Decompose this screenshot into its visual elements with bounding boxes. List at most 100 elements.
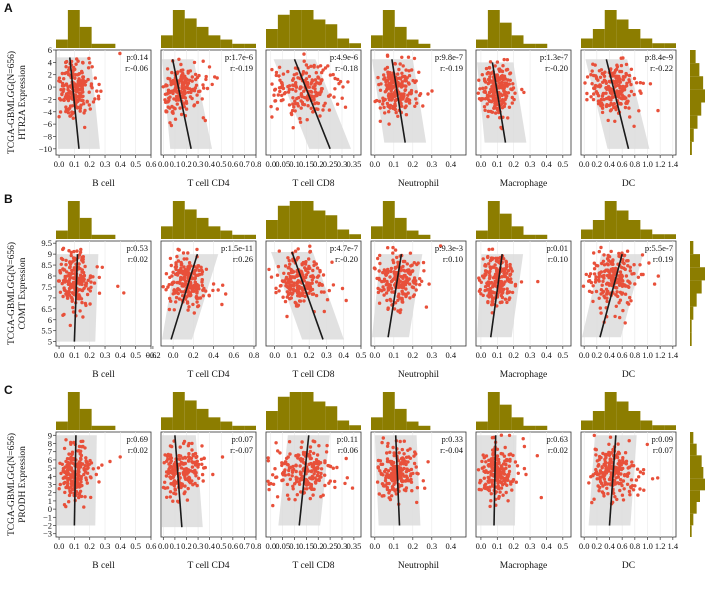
data-point (598, 469, 603, 473)
data-point (185, 272, 189, 277)
x-tick-label: 1.2 (655, 541, 666, 551)
data-point (303, 266, 307, 270)
data-point (290, 474, 294, 478)
y-marginal-histogram-bar (690, 102, 702, 116)
data-point (511, 453, 515, 458)
data-point (596, 102, 601, 106)
data-point (84, 478, 89, 482)
x-marginal-histogram-bar (616, 401, 629, 430)
data-point (172, 480, 176, 484)
x-tick-label: 0.1 (287, 350, 298, 360)
data-point (400, 71, 404, 76)
data-point (211, 472, 215, 477)
subplot-t-cell-cd4: p:1.7e-6r:-0.190.0 0.1 0.2 0.3 0.4 0.5 0.6 0.7 0… (158, 10, 261, 189)
data-point (313, 476, 317, 480)
data-point (91, 275, 95, 279)
data-point (622, 254, 626, 258)
x-tick-label: 0.4 (541, 541, 552, 551)
x-marginal-histogram-bar (244, 425, 256, 430)
x-tick-label: 0.6 (228, 350, 239, 360)
data-point (621, 479, 626, 483)
data-point (501, 470, 505, 474)
data-point (479, 280, 483, 284)
data-point (652, 282, 657, 286)
data-point (308, 244, 312, 248)
data-point (405, 76, 409, 80)
x-tick-label: 0.4 (445, 350, 456, 360)
r-value-label: r:0.10 (443, 254, 463, 264)
data-point (414, 97, 418, 101)
data-point (202, 456, 206, 461)
y-axis-label-gene: COMT Expression (18, 257, 28, 329)
data-point (404, 455, 409, 459)
data-point (321, 273, 326, 277)
data-point (632, 76, 637, 81)
data-point (504, 466, 508, 470)
x-axis-label: DC (622, 370, 635, 380)
data-point (397, 292, 401, 296)
data-point (97, 97, 101, 101)
x-marginal-histogram-bar (289, 201, 302, 239)
data-point (80, 83, 85, 88)
data-point (403, 259, 407, 264)
data-point (410, 68, 414, 72)
y-axis-label-dataset: TCGA-GBMLGG(N=656) (6, 242, 17, 345)
data-point (377, 99, 382, 104)
data-point (64, 65, 68, 69)
p-value-label: p:1.3e-7 (540, 52, 568, 62)
data-point (491, 96, 495, 101)
data-point (488, 274, 492, 278)
data-point (182, 467, 186, 471)
data-point (63, 276, 67, 280)
x-marginal-histogram-bar (232, 425, 245, 430)
data-point (486, 280, 491, 284)
data-point (632, 92, 636, 97)
data-point (83, 125, 87, 130)
data-point (170, 274, 174, 278)
data-point (187, 476, 192, 481)
x-marginal-histogram-bar (487, 10, 500, 48)
y-tick-label: −3 (43, 529, 52, 539)
y-marginal-histogram-bar (690, 319, 692, 333)
data-point (308, 250, 312, 254)
data-point (592, 433, 596, 438)
regression-line (174, 435, 183, 528)
x-tick-label: 0.3 (525, 350, 536, 360)
data-point (633, 484, 637, 488)
data-point (58, 269, 62, 273)
data-point (79, 480, 83, 484)
x-marginal-histogram-bar (349, 43, 361, 48)
x-tick-label: 0.0 (369, 350, 380, 360)
data-point (597, 249, 601, 254)
regression-line (73, 254, 79, 342)
data-point (200, 444, 204, 448)
panel-letter: A (4, 1, 13, 15)
y-tick-label: 7 (48, 293, 52, 303)
subplot-macrophage: p:1.3e-7r:-0.200.0 0.1 0.2 0.3 0.4 0.5Macroph… (475, 10, 572, 189)
data-point (499, 481, 504, 485)
data-point (639, 91, 643, 95)
data-point (179, 266, 183, 271)
data-point (179, 260, 183, 265)
data-point (78, 106, 83, 110)
data-point (333, 76, 337, 81)
x-tick-label: 0.2 (592, 541, 603, 551)
data-point (625, 482, 630, 486)
data-point (506, 290, 510, 294)
data-point (412, 276, 417, 280)
data-point (508, 71, 513, 75)
data-point (320, 283, 324, 287)
data-point (286, 69, 290, 74)
data-point (273, 99, 277, 103)
data-point (183, 456, 188, 460)
data-point (607, 255, 612, 259)
data-point (500, 93, 504, 98)
data-point (59, 262, 63, 266)
data-point (624, 459, 629, 463)
data-point (161, 285, 165, 289)
data-point (403, 88, 407, 93)
data-point (495, 259, 500, 263)
data-point (172, 491, 176, 495)
data-point (387, 496, 391, 500)
